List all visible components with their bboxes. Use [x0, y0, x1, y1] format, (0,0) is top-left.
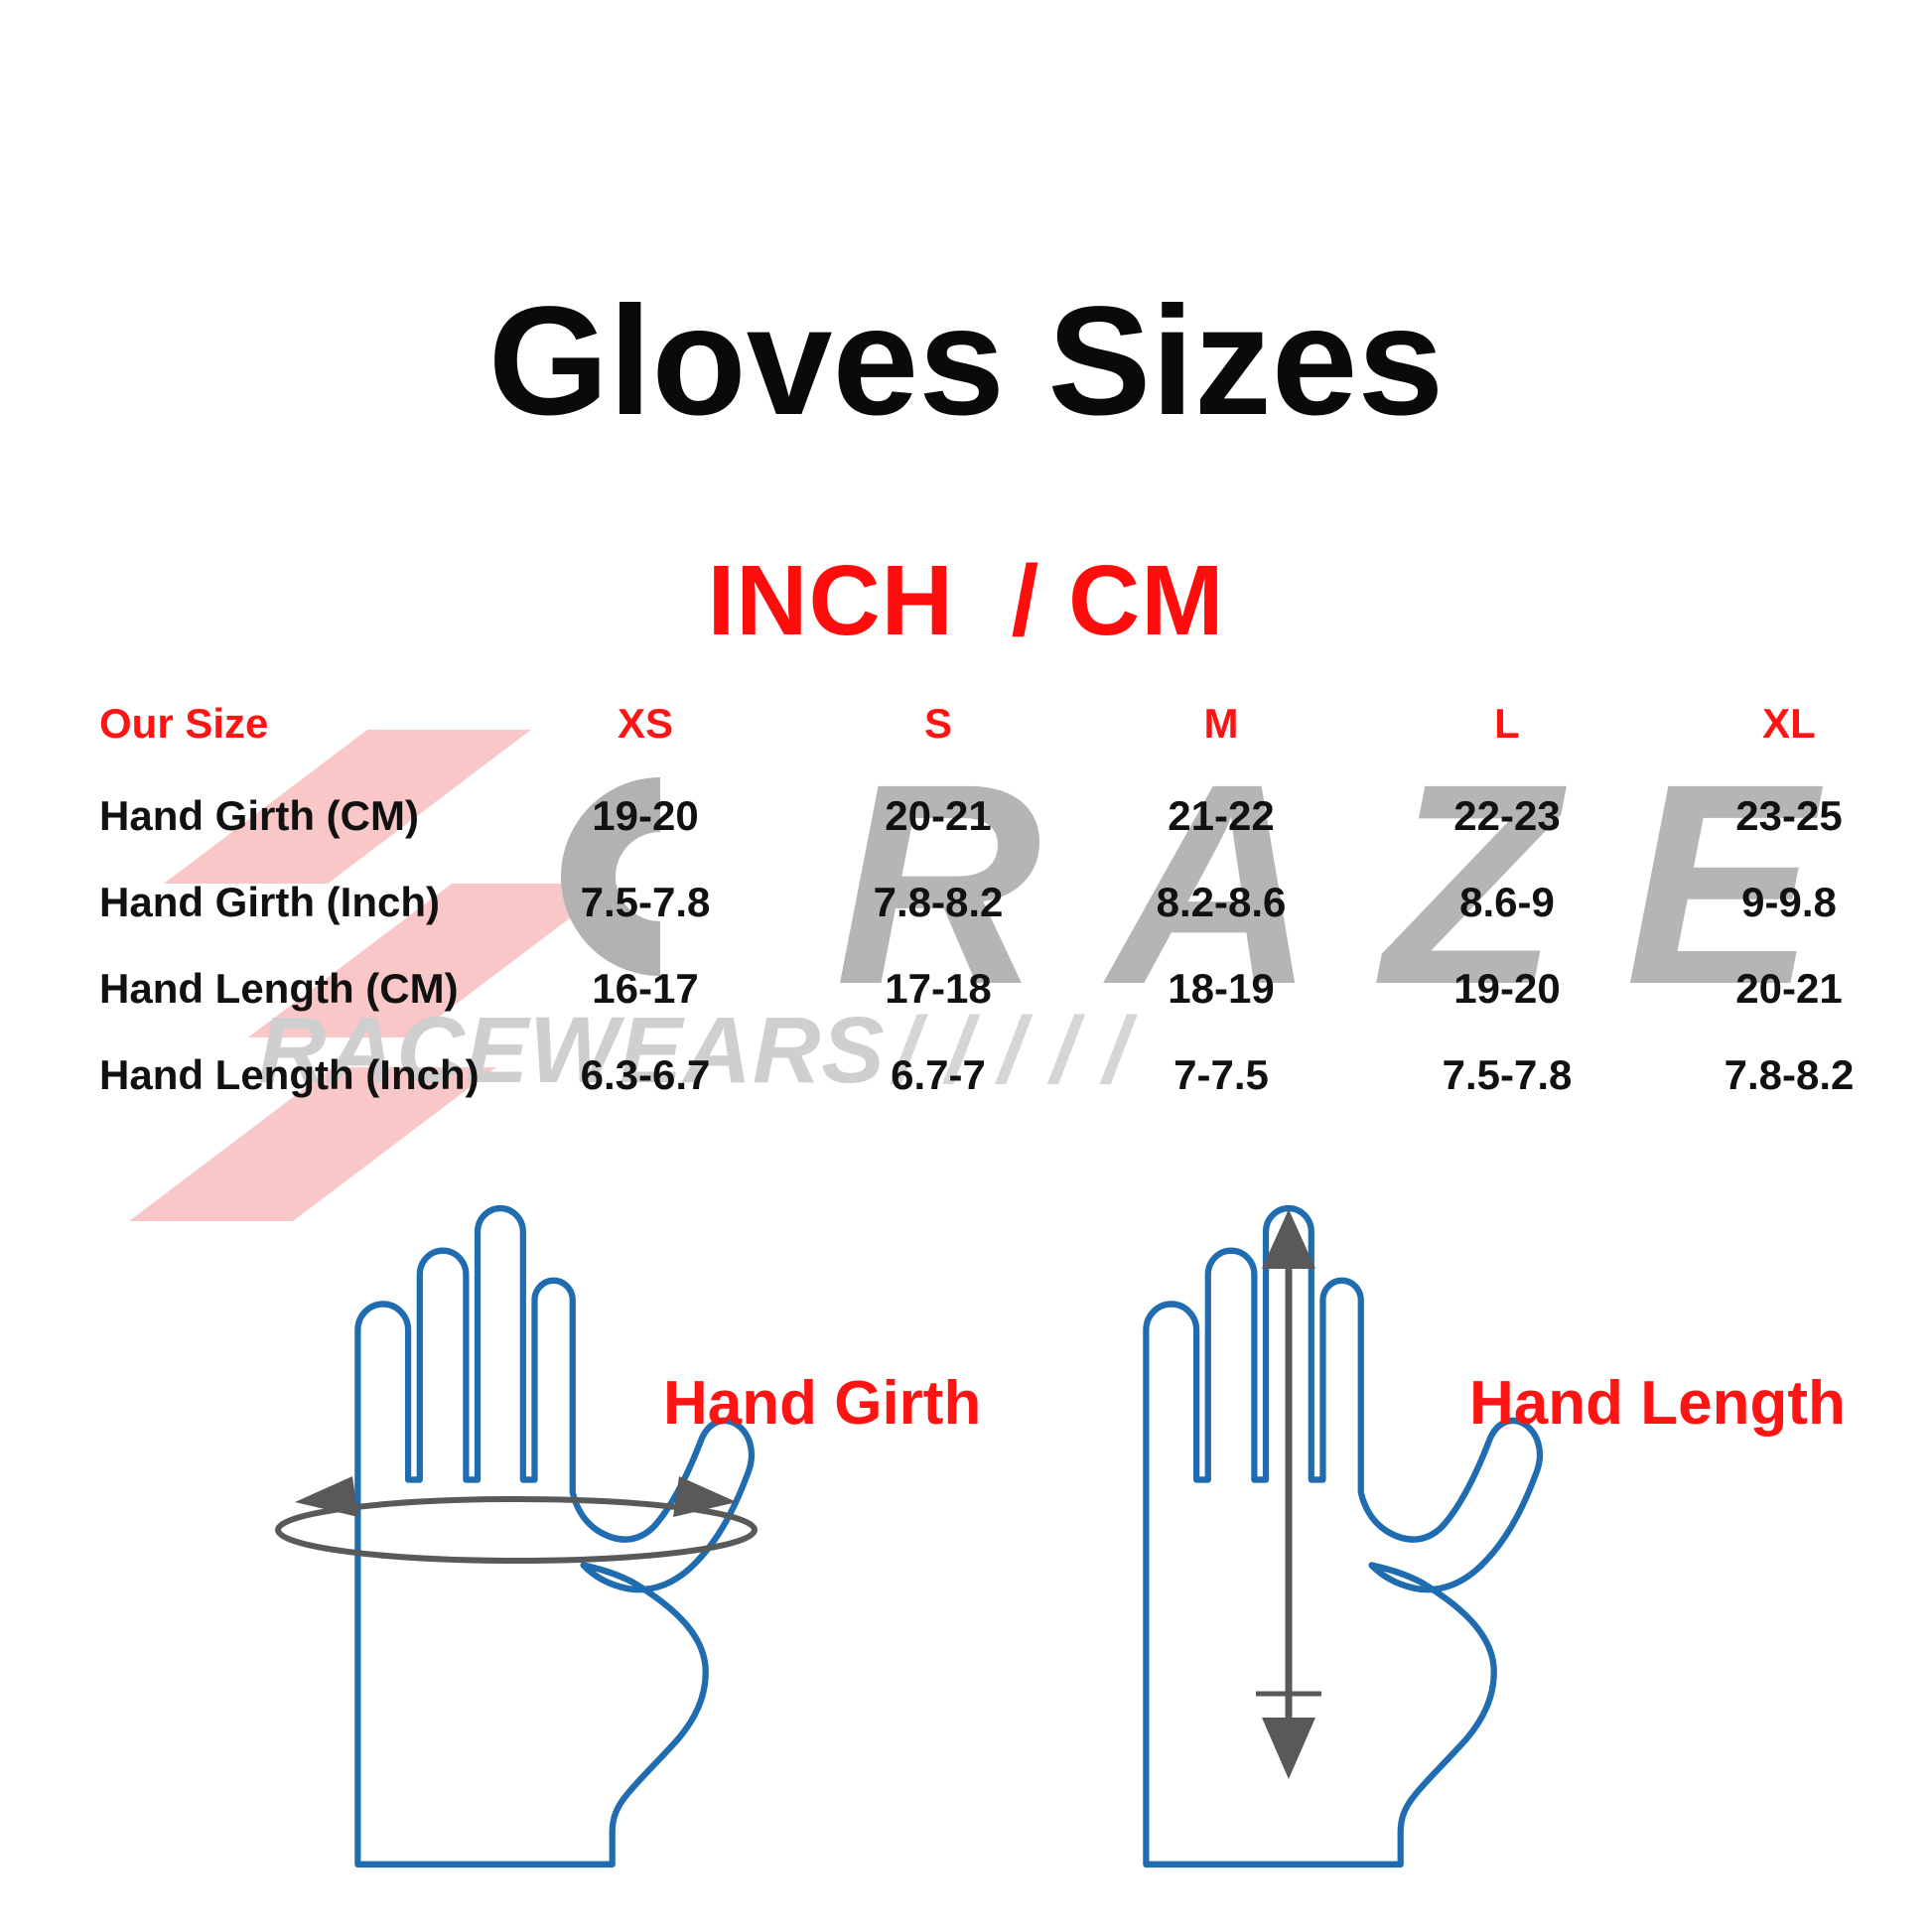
svg-text:Hand Girth: Hand Girth	[663, 1369, 981, 1438]
svg-text:Hand Length: Hand Length	[1469, 1369, 1846, 1438]
